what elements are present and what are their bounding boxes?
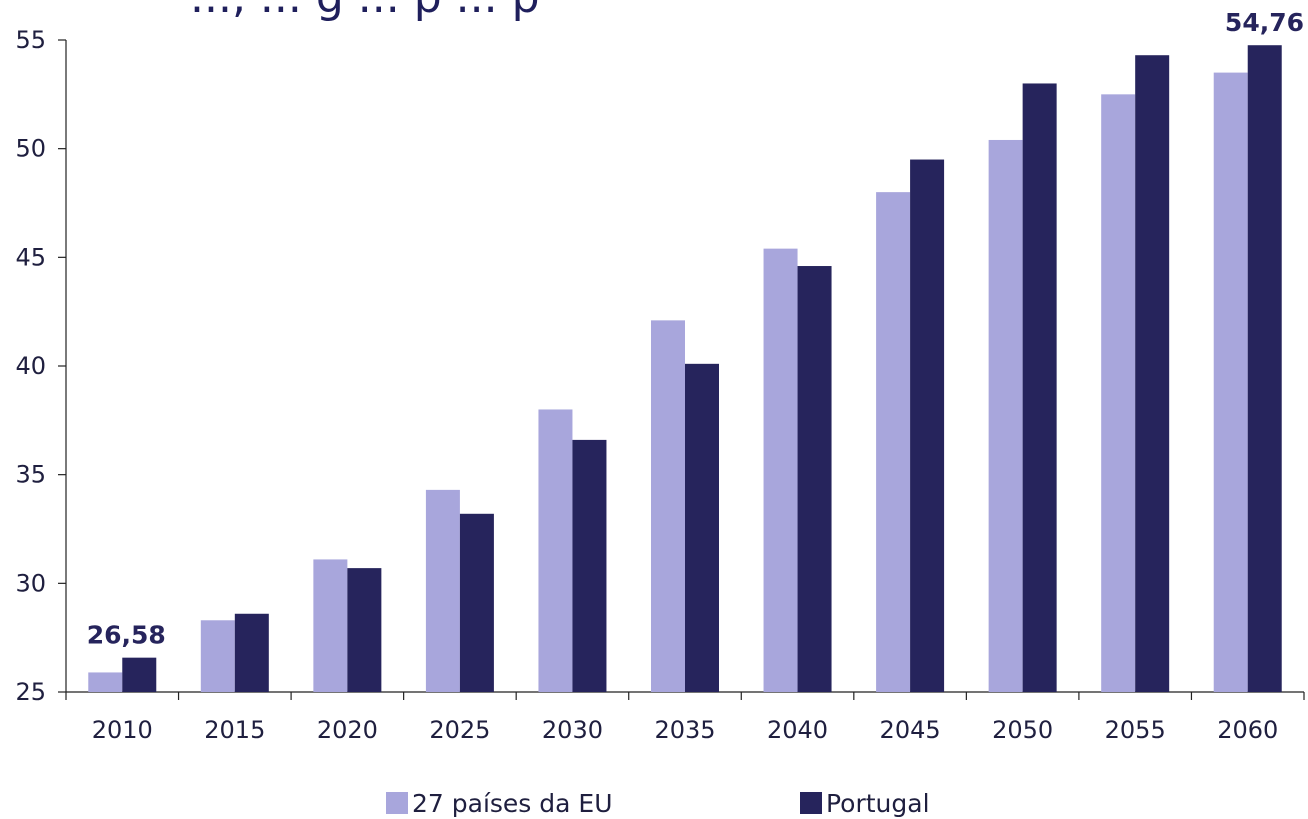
- x-tick-label: 2015: [204, 716, 265, 744]
- y-tick-label: 40: [15, 352, 46, 380]
- bar-portugal-2020: [347, 568, 382, 692]
- y-tick-label: 50: [15, 135, 46, 163]
- x-tick-label: 2055: [1105, 716, 1166, 744]
- bar-eu27-2040: [763, 248, 798, 692]
- bar-eu27-2055: [1101, 94, 1136, 693]
- bar-portugal-2030: [572, 439, 607, 692]
- x-tick-label: 2035: [654, 716, 715, 744]
- x-tick-label: 2050: [992, 716, 1053, 744]
- y-tick-label: 25: [15, 678, 46, 706]
- x-tick-label: 2030: [542, 716, 603, 744]
- legend-label: Portugal: [826, 789, 930, 818]
- bar-portugal-2035: [685, 363, 719, 692]
- bar-eu27-2030: [538, 409, 573, 692]
- data-label: 26,58: [87, 621, 166, 650]
- chart-title: ..., ... g ... p ... p: [190, 0, 540, 23]
- bar-portugal-2060: [1247, 45, 1282, 692]
- bar-eu27-2015: [200, 620, 235, 692]
- x-tick-label: 2010: [92, 716, 153, 744]
- bar-portugal-2045: [910, 159, 945, 693]
- x-tick-label: 2025: [429, 716, 490, 744]
- y-tick-label: 45: [15, 243, 46, 271]
- bar-eu27-2060: [1213, 72, 1248, 693]
- bars: [88, 45, 1282, 693]
- legend: 27 países da EU Portugal: [386, 789, 930, 818]
- y-tick-label: 30: [15, 569, 46, 597]
- bar-portugal-2040: [797, 266, 832, 692]
- legend-swatch-eu27: [386, 792, 408, 814]
- x-tick-label: 2020: [317, 716, 378, 744]
- y-tick-label: 55: [15, 26, 46, 54]
- data-label: 54,76: [1225, 8, 1304, 37]
- bar-eu27-2010: [88, 672, 123, 692]
- bar-eu27-2020: [313, 559, 348, 692]
- bar-eu27-2025: [425, 489, 460, 692]
- bar-eu27-2050: [988, 139, 1023, 692]
- bar-portugal-2055: [1135, 55, 1170, 693]
- bar-portugal-2025: [459, 513, 494, 692]
- bar-eu27-2035: [651, 320, 685, 692]
- y-tick-label: 35: [15, 461, 46, 489]
- legend-label: 27 países da EU: [412, 789, 613, 818]
- x-tick-label: 2060: [1217, 716, 1278, 744]
- chart-title-layer: ..., ... g ... p ... p: [190, 0, 540, 23]
- bar-portugal-2050: [1022, 83, 1057, 692]
- bar-portugal-2015: [234, 613, 269, 692]
- x-tick-label: 2045: [880, 716, 941, 744]
- bar-portugal-2010: [122, 657, 157, 692]
- bar-eu27-2045: [876, 192, 911, 692]
- legend-swatch-portugal: [800, 792, 822, 814]
- data-labels: 26,58 54,76: [87, 8, 1304, 649]
- x-tick-label: 2040: [767, 716, 828, 744]
- axes: 25 30 35 40 45 50 55 2010 2015 2020 2025 2030 2035 20…: [15, 26, 1305, 744]
